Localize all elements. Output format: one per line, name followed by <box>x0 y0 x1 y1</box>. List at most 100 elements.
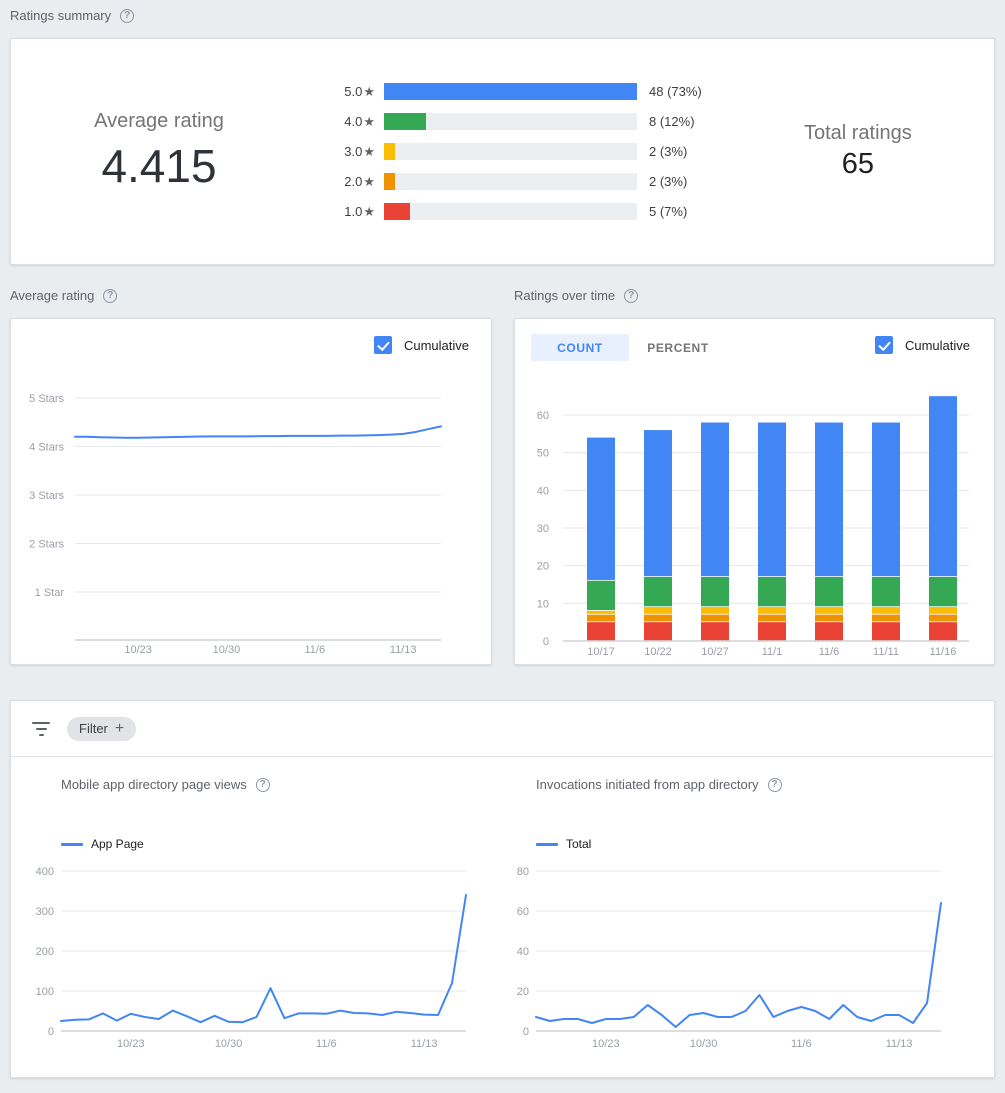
distribution-bar-fill <box>384 203 411 220</box>
cumulative-toggle: Cumulative <box>874 336 970 354</box>
svg-text:300: 300 <box>36 906 54 918</box>
star-level-label: 4.0 <box>344 113 363 129</box>
svg-text:40: 40 <box>537 485 549 497</box>
cumulative-toggle: Cumulative <box>373 336 469 354</box>
help-icon[interactable]: ? <box>767 777 782 792</box>
svg-text:3 Stars: 3 Stars <box>29 490 64 502</box>
svg-text:20: 20 <box>537 561 549 573</box>
distribution-bar-track <box>384 83 637 100</box>
ratings-over-time-bar-chart: 0 10 20 30 40 50 60 10/17 10/22 10/27 11/1 11/6 11/1… <box>537 396 969 658</box>
average-rating-title: Average rating <box>10 288 95 303</box>
page-views-title: Mobile app directory page views <box>61 777 247 792</box>
star-level-label: 2.0 <box>344 173 363 189</box>
page-views-title-row: Mobile app directory page views ? <box>61 777 270 792</box>
svg-text:4 Stars: 4 Stars <box>29 442 64 454</box>
distribution-row-5-star: 5.0★ 48 (73%) <box>335 83 702 100</box>
svg-text:50: 50 <box>537 448 549 460</box>
svg-text:100: 100 <box>36 986 54 998</box>
star-level-label: 5.0 <box>344 83 363 99</box>
cumulative-checkbox[interactable] <box>874 336 893 354</box>
filter-chip-label: Filter <box>79 721 108 736</box>
svg-text:11/13: 11/13 <box>886 1038 913 1050</box>
svg-text:60: 60 <box>517 906 529 918</box>
svg-text:80: 80 <box>517 866 529 878</box>
distribution-count: 8 (12%) <box>649 114 695 129</box>
distribution-count: 48 (73%) <box>649 84 702 99</box>
ratings-over-time-title: Ratings over time <box>514 288 616 303</box>
distribution-row-4-star: 4.0★ 8 (12%) <box>335 113 702 130</box>
cumulative-label: Cumulative <box>904 337 970 353</box>
total-ratings-value: 65 <box>841 148 874 180</box>
invocations-legend: Total <box>536 837 591 851</box>
total-ratings-block: Total ratings 65 <box>702 122 994 181</box>
average-rating-value: 4.415 <box>101 140 217 192</box>
star-icon: ★ <box>363 173 375 189</box>
rating-distribution: 5.0★ 48 (73%) 4.0★ 8 (12%) 3.0★ 2 (3%) 2… <box>335 83 702 220</box>
svg-text:10/22: 10/22 <box>644 646 672 658</box>
svg-text:0: 0 <box>543 636 549 648</box>
ratings-over-time-card: COUNT PERCENT Cumulative 0 10 20 30 40 50 60 10… <box>514 318 995 665</box>
svg-text:10/23: 10/23 <box>124 644 152 656</box>
distribution-bar-fill <box>384 83 637 100</box>
distribution-row-1-star: 1.0★ 5 (7%) <box>335 203 702 220</box>
svg-text:11/11: 11/11 <box>873 646 899 658</box>
svg-text:11/6: 11/6 <box>819 646 840 658</box>
help-icon[interactable]: ? <box>624 288 639 303</box>
svg-text:20: 20 <box>517 986 529 998</box>
tab-percent[interactable]: PERCENT <box>647 340 709 355</box>
tab-count[interactable]: COUNT <box>531 334 629 361</box>
cumulative-checkbox[interactable] <box>373 336 392 354</box>
count-percent-tabs: COUNT PERCENT <box>531 334 727 361</box>
average-rating-line-chart: 5 Stars 4 Stars 3 Stars 2 Stars 1 Star 10/23 1… <box>29 393 442 656</box>
svg-text:10: 10 <box>537 598 549 610</box>
average-rating-label: Average rating <box>94 110 224 132</box>
help-icon[interactable]: ? <box>103 288 118 303</box>
cumulative-label: Cumulative <box>403 337 469 353</box>
svg-text:10/30: 10/30 <box>690 1038 718 1050</box>
distribution-row-2-star: 2.0★ 2 (3%) <box>335 173 702 190</box>
svg-text:5 Stars: 5 Stars <box>29 393 64 405</box>
svg-text:11/6: 11/6 <box>304 644 325 656</box>
filter-chip[interactable]: Filter + <box>67 716 137 741</box>
star-icon: ★ <box>363 83 375 99</box>
legend-line-swatch <box>536 842 558 846</box>
distribution-count: 2 (3%) <box>649 174 688 189</box>
svg-text:30: 30 <box>537 523 549 535</box>
invocations-title: Invocations initiated from app directory <box>536 777 759 792</box>
svg-text:11/6: 11/6 <box>791 1038 812 1050</box>
distribution-count: 5 (7%) <box>649 204 688 219</box>
svg-text:200: 200 <box>36 946 54 958</box>
svg-text:0: 0 <box>523 1026 529 1038</box>
svg-text:2 Stars: 2 Stars <box>29 539 64 551</box>
distribution-bar-fill <box>384 113 427 130</box>
star-icon: ★ <box>363 203 375 219</box>
svg-text:11/6: 11/6 <box>316 1038 337 1050</box>
legend-line-swatch <box>61 842 83 846</box>
distribution-bar-fill <box>384 143 395 160</box>
legend-label: Total <box>566 837 592 851</box>
svg-text:11/1: 11/1 <box>762 646 783 658</box>
svg-text:400: 400 <box>36 866 54 878</box>
page-views-line-chart: 0 100 200 300 400 10/23 10/30 11/6 11/13 <box>36 866 467 1050</box>
filter-list-icon[interactable] <box>31 721 51 736</box>
help-icon[interactable]: ? <box>255 777 270 792</box>
svg-text:0: 0 <box>48 1026 54 1038</box>
star-icon: ★ <box>363 143 375 159</box>
legend-label: App Page <box>91 837 144 851</box>
svg-text:60: 60 <box>537 410 549 422</box>
ratings-over-time-header: Ratings over time ? <box>514 288 639 303</box>
directory-analytics-card: Filter + Mobile app directory page views… <box>10 700 995 1078</box>
total-ratings-label: Total ratings <box>803 122 912 144</box>
svg-text:11/13: 11/13 <box>411 1038 438 1050</box>
help-icon[interactable]: ? <box>120 8 135 23</box>
svg-text:10/23: 10/23 <box>592 1038 620 1050</box>
average-rating-card: Cumulative 5 Stars 4 Stars 3 Stars 2 Stars 1… <box>10 318 492 665</box>
ratings-summary-title: Ratings summary <box>10 8 112 23</box>
ratings-summary-header: Ratings summary ? <box>10 8 135 23</box>
svg-text:11/13: 11/13 <box>390 644 417 656</box>
svg-text:10/27: 10/27 <box>701 646 729 658</box>
distribution-bar-track <box>384 173 637 190</box>
distribution-bar-track <box>384 203 637 220</box>
average-rating-block: Average rating 4.415 <box>11 110 307 193</box>
